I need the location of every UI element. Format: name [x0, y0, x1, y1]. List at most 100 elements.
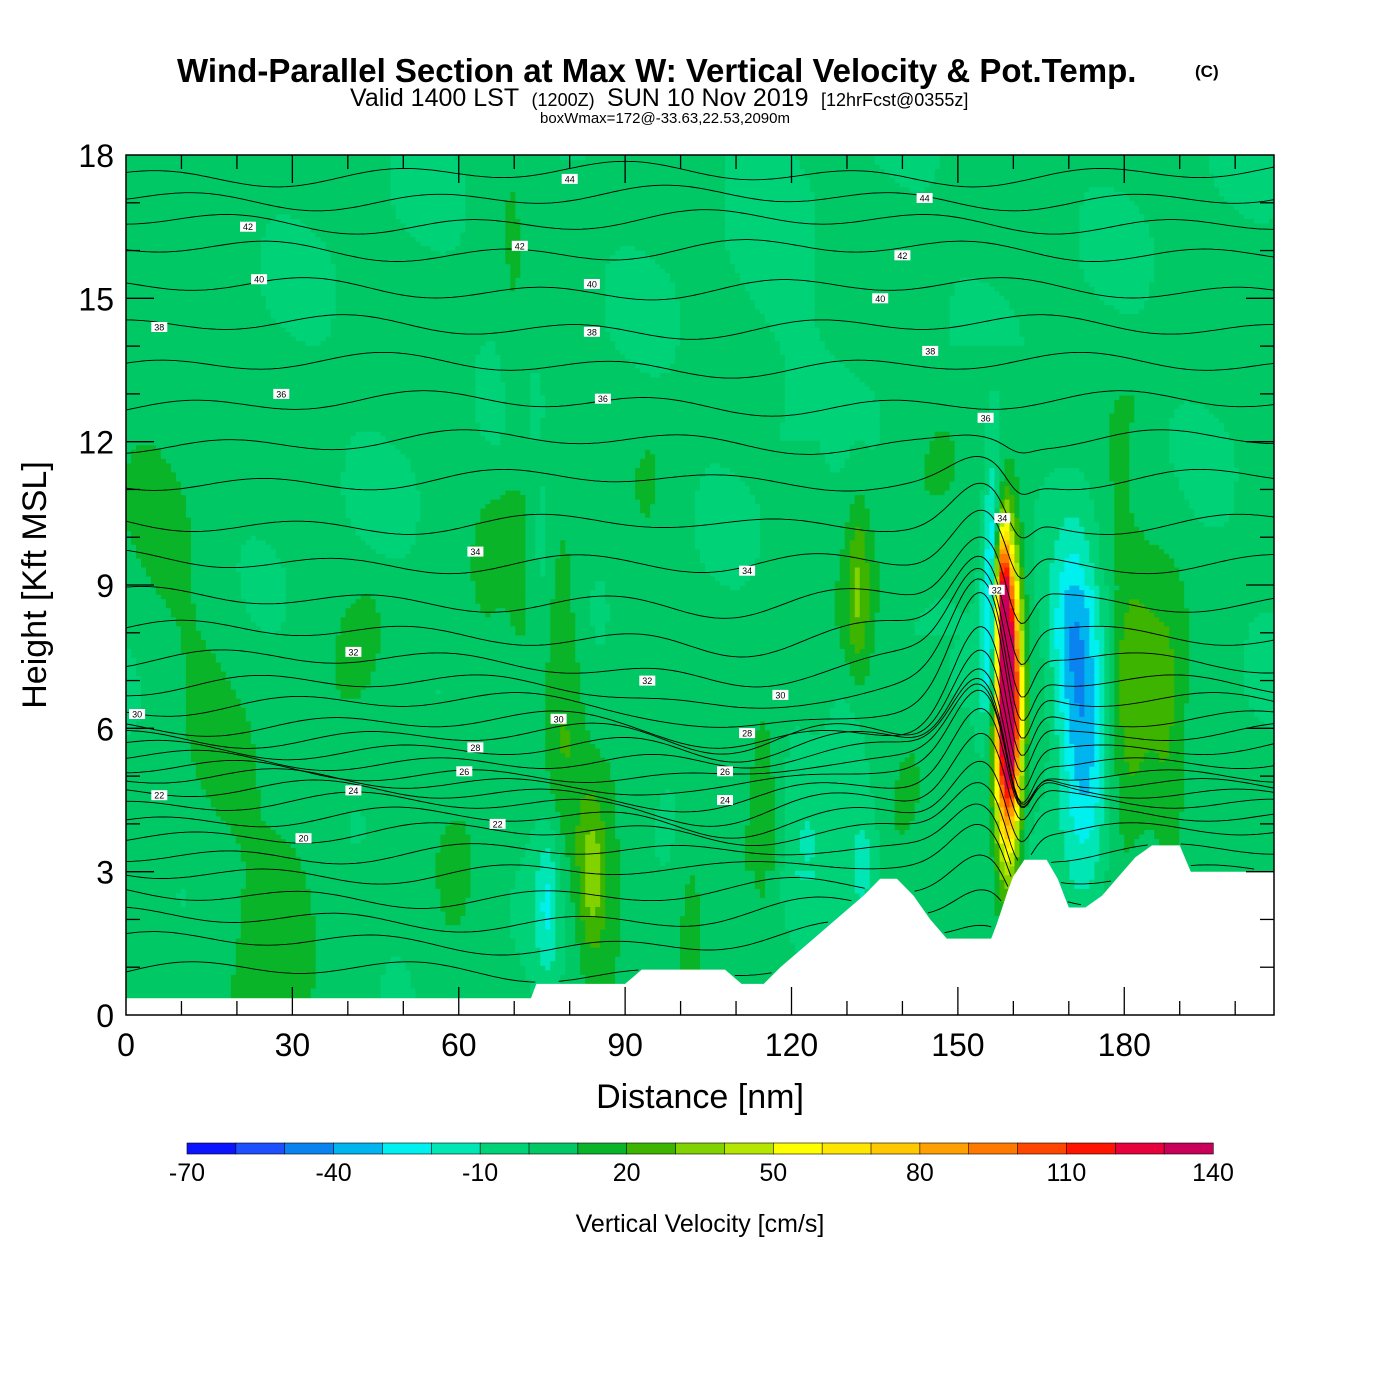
w-cell	[859, 575, 871, 582]
w-cell	[535, 942, 556, 948]
colorbar-swatch	[577, 1142, 628, 1155]
w-cell	[510, 933, 536, 939]
w-cell	[1109, 435, 1130, 441]
w-cell	[1174, 557, 1274, 563]
w-cell	[540, 376, 786, 382]
w-cell	[754, 743, 771, 749]
w-cell	[225, 820, 267, 826]
w-cell	[585, 711, 831, 717]
w-cell	[774, 788, 786, 794]
w-cell	[185, 657, 217, 663]
w-cell	[1104, 743, 1110, 749]
w-cell	[655, 476, 701, 482]
w-cell	[305, 874, 437, 880]
w-cell	[1134, 200, 1230, 206]
w-cell	[994, 530, 1001, 536]
w-cell	[994, 566, 1001, 573]
w-cell	[480, 603, 526, 609]
w-cell	[874, 159, 941, 165]
w-cell	[1114, 734, 1125, 740]
w-cell	[1034, 503, 1095, 509]
w-cell	[560, 870, 571, 876]
w-cell	[974, 725, 991, 731]
w-cell	[749, 788, 776, 794]
w-cell	[235, 562, 282, 568]
w-cell	[335, 295, 606, 301]
w-cell	[126, 471, 177, 477]
w-cell	[1114, 698, 1120, 704]
w-cell	[220, 661, 337, 668]
w-cell	[1179, 843, 1274, 849]
w-cell	[260, 277, 337, 283]
w-cell	[1069, 648, 1085, 654]
w-cell	[1039, 806, 1060, 812]
w-cell	[859, 585, 871, 591]
w-cell	[734, 471, 926, 477]
colorbar-swatch	[528, 1142, 579, 1155]
w-cell	[899, 829, 906, 835]
w-cell	[814, 231, 1080, 238]
w-cell	[150, 575, 192, 582]
w-cell	[999, 829, 1006, 835]
w-cell	[415, 539, 476, 545]
w-cell	[1094, 743, 1100, 749]
w-cell	[854, 598, 861, 604]
w-cell	[420, 503, 486, 509]
w-cell	[774, 843, 786, 849]
w-cell	[954, 281, 991, 287]
w-cell	[350, 603, 377, 609]
w-cell	[1044, 784, 1060, 790]
w-cell	[919, 797, 991, 803]
w-cell	[135, 548, 192, 554]
w-cell	[126, 761, 197, 767]
w-cell	[1019, 747, 1026, 754]
w-cell	[1019, 843, 1026, 849]
w-cell	[126, 272, 262, 278]
w-cell	[1024, 639, 1031, 645]
w-cell	[874, 820, 896, 826]
w-cell	[315, 951, 521, 957]
w-cell	[1094, 707, 1100, 713]
w-cell	[1089, 833, 1100, 840]
w-cell	[999, 399, 1115, 405]
w-cell	[709, 571, 751, 577]
w-cell	[1054, 684, 1060, 690]
w-cell	[580, 806, 601, 812]
w-cell	[295, 847, 442, 853]
w-cell	[989, 811, 996, 817]
w-cell	[675, 281, 746, 287]
w-cell	[1094, 562, 1100, 568]
w-cell	[390, 200, 467, 206]
w-cell	[1019, 621, 1026, 627]
w-cell	[1109, 666, 1115, 672]
w-cell	[130, 648, 182, 654]
w-cell	[350, 521, 417, 527]
w-cell	[310, 906, 442, 912]
w-cell	[979, 657, 986, 663]
w-cell	[380, 630, 516, 636]
w-cell	[185, 675, 227, 681]
w-cell	[784, 906, 881, 912]
w-cell	[470, 571, 526, 577]
w-cell	[1099, 585, 1110, 591]
w-cell	[1104, 820, 1110, 826]
w-cell	[675, 797, 751, 803]
w-cell	[859, 580, 871, 586]
w-cell	[230, 978, 317, 984]
w-cell	[500, 372, 531, 378]
w-cell	[774, 838, 786, 844]
w-cell	[1134, 770, 1185, 776]
w-cell	[1119, 788, 1185, 794]
w-cell	[1059, 747, 1065, 754]
w-cell	[814, 313, 951, 319]
w-cell	[1019, 503, 1036, 509]
w-cell	[764, 879, 781, 885]
w-cell	[345, 512, 422, 518]
w-cell	[126, 612, 172, 618]
w-cell	[1094, 820, 1105, 826]
w-cell	[1114, 304, 1145, 310]
w-cell	[1074, 820, 1095, 826]
w-cell	[749, 793, 776, 799]
w-cell	[859, 729, 976, 735]
w-cell	[1019, 557, 1026, 563]
